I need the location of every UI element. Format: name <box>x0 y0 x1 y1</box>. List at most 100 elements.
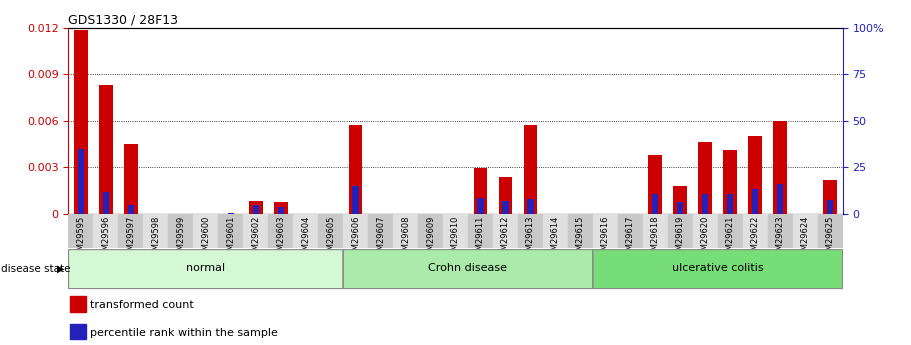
Text: GSM29602: GSM29602 <box>251 216 261 261</box>
Bar <box>343 214 368 248</box>
Text: GSM29605: GSM29605 <box>326 216 335 261</box>
Bar <box>727 194 733 214</box>
Bar <box>143 214 169 248</box>
Bar <box>773 121 787 214</box>
Text: GSM29598: GSM29598 <box>151 216 160 261</box>
Text: ▶: ▶ <box>57 264 65 274</box>
Bar <box>702 194 709 214</box>
Text: GSM29616: GSM29616 <box>601 216 609 261</box>
Text: GSM29619: GSM29619 <box>676 216 685 261</box>
Bar <box>243 214 268 248</box>
Bar <box>568 214 593 248</box>
Text: GSM29604: GSM29604 <box>302 216 310 261</box>
Bar <box>677 202 683 214</box>
Bar <box>643 214 668 248</box>
Bar <box>474 168 487 214</box>
Bar <box>124 144 138 214</box>
Bar <box>353 186 359 214</box>
Bar <box>543 214 568 248</box>
Bar <box>652 194 659 214</box>
Bar <box>252 205 259 214</box>
Text: GSM29624: GSM29624 <box>801 216 810 261</box>
Bar <box>70 296 86 312</box>
Text: GSM29603: GSM29603 <box>276 216 285 261</box>
Bar <box>477 198 484 214</box>
Bar <box>692 214 718 248</box>
FancyBboxPatch shape <box>593 250 843 288</box>
Bar <box>278 207 283 214</box>
Text: GSM29623: GSM29623 <box>776 216 784 261</box>
Bar <box>618 214 643 248</box>
Bar <box>128 205 134 214</box>
FancyBboxPatch shape <box>68 250 343 288</box>
Text: GSM29611: GSM29611 <box>476 216 485 261</box>
Text: GSM29617: GSM29617 <box>626 216 635 261</box>
Text: GSM29614: GSM29614 <box>551 216 560 261</box>
Text: GDS1330 / 28F13: GDS1330 / 28F13 <box>68 13 179 27</box>
Bar <box>70 324 86 339</box>
Text: GSM29597: GSM29597 <box>127 216 135 261</box>
Bar <box>274 202 288 214</box>
Bar <box>824 180 837 214</box>
Text: GSM29620: GSM29620 <box>701 216 710 261</box>
Bar <box>793 214 818 248</box>
Bar <box>349 125 363 214</box>
Text: GSM29610: GSM29610 <box>451 216 460 261</box>
Bar <box>777 184 783 214</box>
Bar <box>468 214 493 248</box>
Bar <box>723 150 737 214</box>
Text: GSM29621: GSM29621 <box>726 216 735 261</box>
Text: ulcerative colitis: ulcerative colitis <box>672 263 763 273</box>
Text: GSM29607: GSM29607 <box>376 216 385 261</box>
Bar <box>293 214 318 248</box>
Text: GSM29625: GSM29625 <box>825 216 834 261</box>
Bar <box>219 214 243 248</box>
Bar <box>593 214 618 248</box>
Bar <box>742 214 768 248</box>
Bar <box>169 214 193 248</box>
Bar <box>748 136 763 214</box>
Text: normal: normal <box>186 263 225 273</box>
Text: Crohn disease: Crohn disease <box>428 263 507 273</box>
FancyBboxPatch shape <box>343 250 593 288</box>
Text: transformed count: transformed count <box>89 300 193 310</box>
Bar <box>502 201 508 214</box>
Bar <box>68 214 93 248</box>
Text: disease state: disease state <box>1 264 70 274</box>
Bar <box>393 214 418 248</box>
Bar <box>718 214 742 248</box>
Bar <box>668 214 692 248</box>
Text: GSM29599: GSM29599 <box>176 216 185 261</box>
Text: percentile rank within the sample: percentile rank within the sample <box>89 328 278 338</box>
Text: GSM29601: GSM29601 <box>226 216 235 261</box>
Bar <box>752 189 758 214</box>
Bar <box>418 214 443 248</box>
Bar <box>768 214 793 248</box>
Bar <box>524 125 537 214</box>
Bar <box>93 214 118 248</box>
Bar <box>74 30 87 214</box>
Bar <box>518 214 543 248</box>
Text: GSM29612: GSM29612 <box>501 216 510 261</box>
Bar <box>118 214 143 248</box>
Bar <box>827 200 834 214</box>
Text: GSM29596: GSM29596 <box>101 216 110 261</box>
Bar <box>193 214 219 248</box>
Bar <box>318 214 343 248</box>
Bar <box>77 149 84 214</box>
Bar <box>498 177 512 214</box>
Bar <box>673 186 687 214</box>
Bar <box>268 214 293 248</box>
Bar <box>249 201 262 214</box>
Text: GSM29618: GSM29618 <box>650 216 660 261</box>
Bar <box>818 214 843 248</box>
Text: GSM29595: GSM29595 <box>77 216 86 261</box>
Text: GSM29609: GSM29609 <box>426 216 435 261</box>
Bar <box>228 213 234 214</box>
Text: GSM29622: GSM29622 <box>751 216 760 261</box>
Bar <box>99 85 113 214</box>
Text: GSM29615: GSM29615 <box>576 216 585 261</box>
Bar <box>699 142 712 214</box>
Bar <box>493 214 518 248</box>
Bar <box>527 199 534 214</box>
